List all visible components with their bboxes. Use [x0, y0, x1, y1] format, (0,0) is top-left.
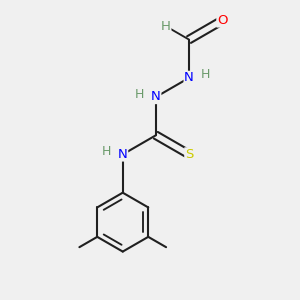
Text: H: H [102, 145, 111, 158]
Text: N: N [118, 148, 128, 161]
Text: H: H [161, 20, 171, 33]
Text: H: H [200, 68, 210, 81]
Text: O: O [217, 14, 227, 27]
Text: N: N [151, 91, 161, 103]
Text: H: H [135, 88, 144, 100]
Text: N: N [184, 71, 194, 84]
Text: S: S [185, 148, 193, 161]
